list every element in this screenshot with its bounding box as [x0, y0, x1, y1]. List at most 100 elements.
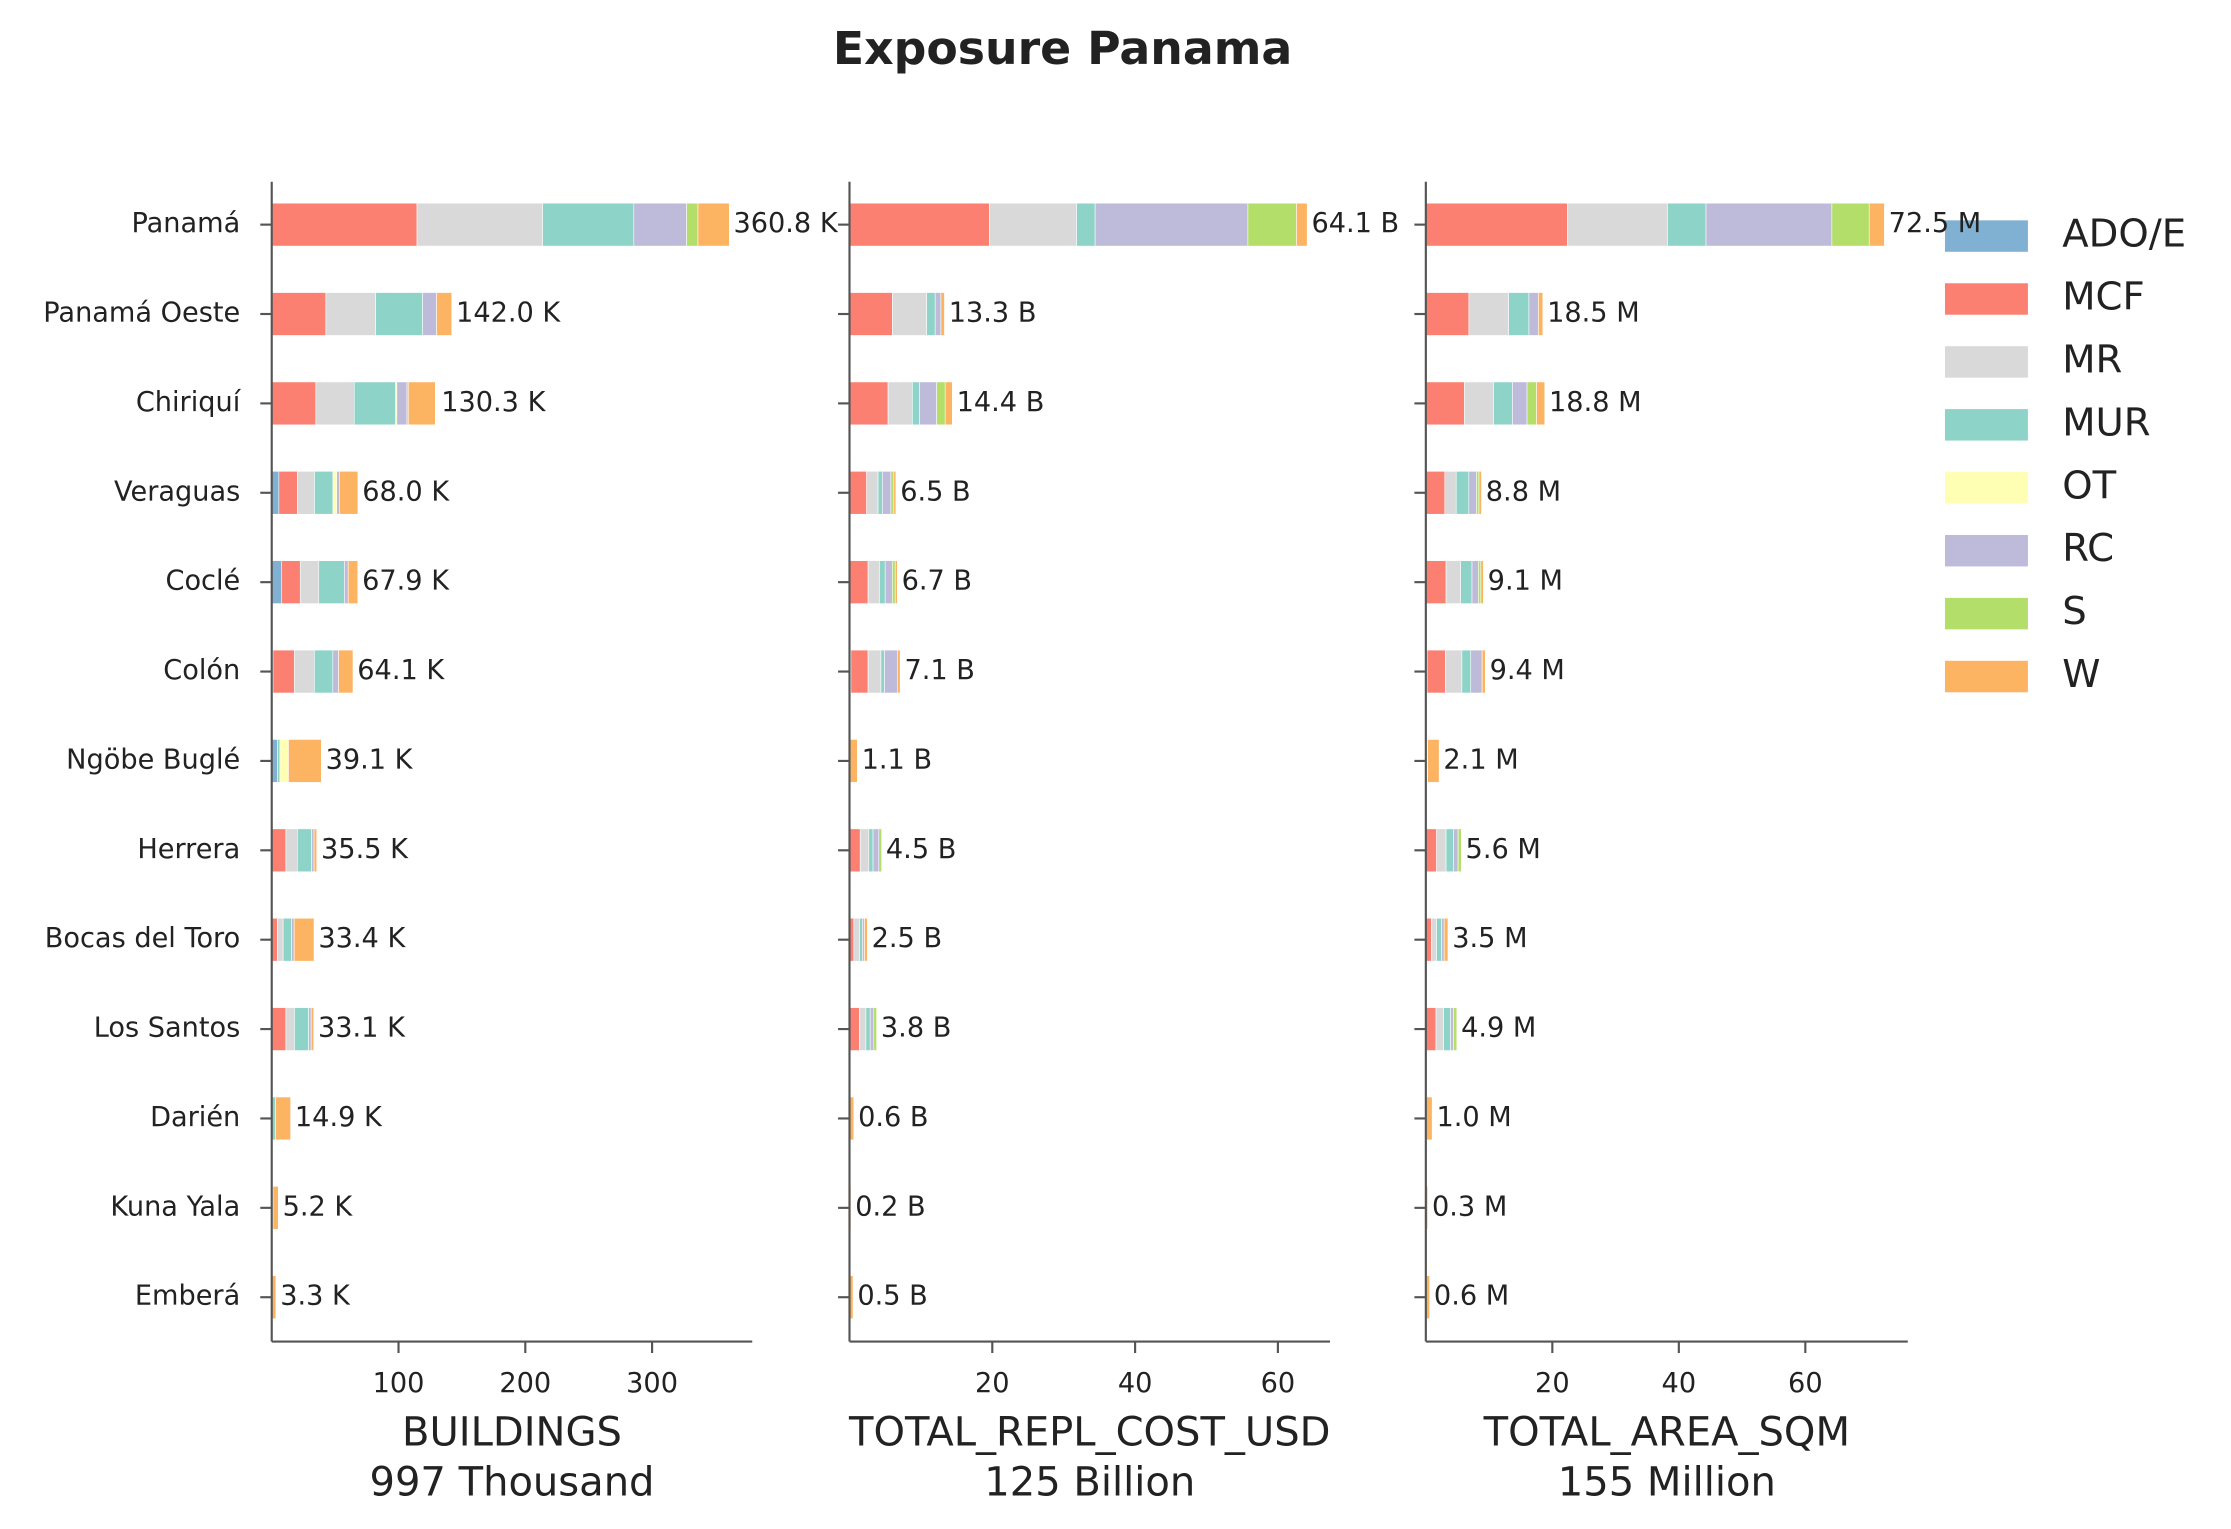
x-axis-title: TOTAL_AREA_SQM — [1483, 1410, 1850, 1456]
bar-segment — [271, 560, 283, 604]
total-label: 9.4 M — [1490, 655, 1565, 686]
legend-swatch — [1944, 534, 2028, 567]
bar-segment — [862, 917, 865, 962]
bar-segment — [1443, 1007, 1451, 1051]
bar-segment — [271, 381, 317, 426]
category-label: Ngöbe Buglé — [66, 744, 240, 775]
x-axis-title: BUILDINGS — [402, 1410, 622, 1456]
bar-segment — [294, 1007, 309, 1051]
total-label: 4.5 B — [886, 834, 956, 865]
bar-segment — [884, 649, 898, 694]
total-label: 0.3 M — [1432, 1191, 1507, 1222]
bar-segment — [882, 471, 892, 515]
bar-segment — [1464, 381, 1494, 426]
x-tick-label: 20 — [975, 1368, 1010, 1399]
bar-segment — [936, 381, 946, 426]
bar-segment — [633, 202, 687, 247]
total-label: 6.7 B — [902, 566, 972, 597]
legend-label: RC — [2062, 526, 2114, 571]
legend-swatch — [1944, 472, 2028, 504]
bar-segment — [375, 292, 423, 336]
bar-segment — [1460, 560, 1473, 604]
bar-segment — [291, 917, 295, 962]
bar-segment — [859, 1007, 867, 1051]
bar-segment — [353, 381, 396, 426]
chart-title: Exposure Panama — [833, 22, 1292, 75]
category-label: Bocas del Toro — [45, 923, 241, 954]
bar-segment — [407, 381, 436, 426]
bar-segment — [1296, 202, 1308, 247]
bar-segment — [926, 292, 936, 336]
legend-swatch — [1944, 283, 2028, 315]
bar-segment — [1480, 560, 1484, 604]
bar-segment — [1247, 202, 1297, 247]
total-label: 0.2 B — [855, 1191, 925, 1222]
bar-segment — [1425, 560, 1447, 604]
bar-segment — [887, 381, 913, 426]
total-label: 18.5 M — [1547, 298, 1640, 329]
bar-segment — [1426, 1096, 1433, 1141]
bar-segment — [338, 649, 354, 694]
bar-segment — [271, 292, 327, 336]
total-label: 2.1 M — [1443, 744, 1518, 775]
bar-segment — [865, 1007, 871, 1051]
bar-segment — [288, 739, 322, 783]
total-label: 14.9 K — [295, 1102, 383, 1133]
bar-segment — [1461, 649, 1472, 694]
bar-segment — [277, 917, 284, 962]
bar-segment — [849, 202, 990, 247]
bar-segment — [849, 1096, 855, 1141]
category-label: Los Santos — [94, 1013, 241, 1044]
bar-segment — [912, 381, 920, 426]
bar-segment — [849, 1275, 854, 1319]
bar-segment — [890, 471, 895, 515]
bar-segment — [314, 471, 334, 515]
bar-segment — [1435, 1007, 1444, 1051]
bar-segment — [1493, 381, 1513, 426]
bar-segment — [271, 828, 287, 873]
category-label: Emberá — [135, 1281, 240, 1312]
bar-segment — [1536, 381, 1546, 426]
bar-segment — [1436, 828, 1447, 873]
bar-segment — [332, 649, 339, 694]
total-label: 2.5 B — [872, 923, 942, 954]
total-label: 39.1 K — [326, 744, 414, 775]
bar-segment — [396, 381, 408, 426]
bar-segment — [1445, 649, 1463, 694]
bar-segment — [1470, 649, 1483, 694]
bar-segment — [275, 1096, 291, 1141]
bar-segment — [1431, 917, 1437, 962]
category-label: Panamá — [132, 208, 241, 239]
category-label: Kuna Yala — [110, 1191, 240, 1222]
bar-segment — [347, 560, 359, 604]
legend-label: OT — [2062, 463, 2116, 508]
bar-segment — [989, 202, 1077, 247]
bar-segment — [1094, 202, 1249, 247]
total-label: 5.2 K — [283, 1191, 354, 1222]
bar-segment — [1567, 202, 1668, 247]
bar-segment — [1528, 292, 1539, 336]
bar-segment — [422, 292, 437, 336]
bar-segment — [859, 917, 863, 962]
total-label: 0.5 B — [857, 1281, 927, 1312]
x-axis-title: TOTAL_REPL_COST_USD — [848, 1410, 1330, 1456]
bar-segment — [849, 471, 867, 515]
bar-segment — [336, 471, 340, 515]
bar-segment — [1468, 292, 1509, 336]
total-label: 64.1 K — [357, 655, 445, 686]
x-tick-label: 40 — [1662, 1368, 1697, 1399]
bar-segment — [313, 828, 318, 873]
bar-segment — [310, 1007, 314, 1051]
bar-segment — [297, 828, 312, 873]
total-label: 3.8 B — [881, 1013, 951, 1044]
bar-segment — [1481, 649, 1486, 694]
legend-label: MCF — [2062, 274, 2144, 319]
bar-segment — [272, 1186, 279, 1230]
legend-label: S — [2062, 589, 2087, 634]
bar-segment — [1425, 381, 1465, 426]
bar-segment — [1441, 917, 1445, 962]
legend-swatch — [1944, 660, 2028, 693]
x-tick-label: 100 — [373, 1368, 425, 1399]
x-tick-label: 40 — [1118, 1368, 1153, 1399]
